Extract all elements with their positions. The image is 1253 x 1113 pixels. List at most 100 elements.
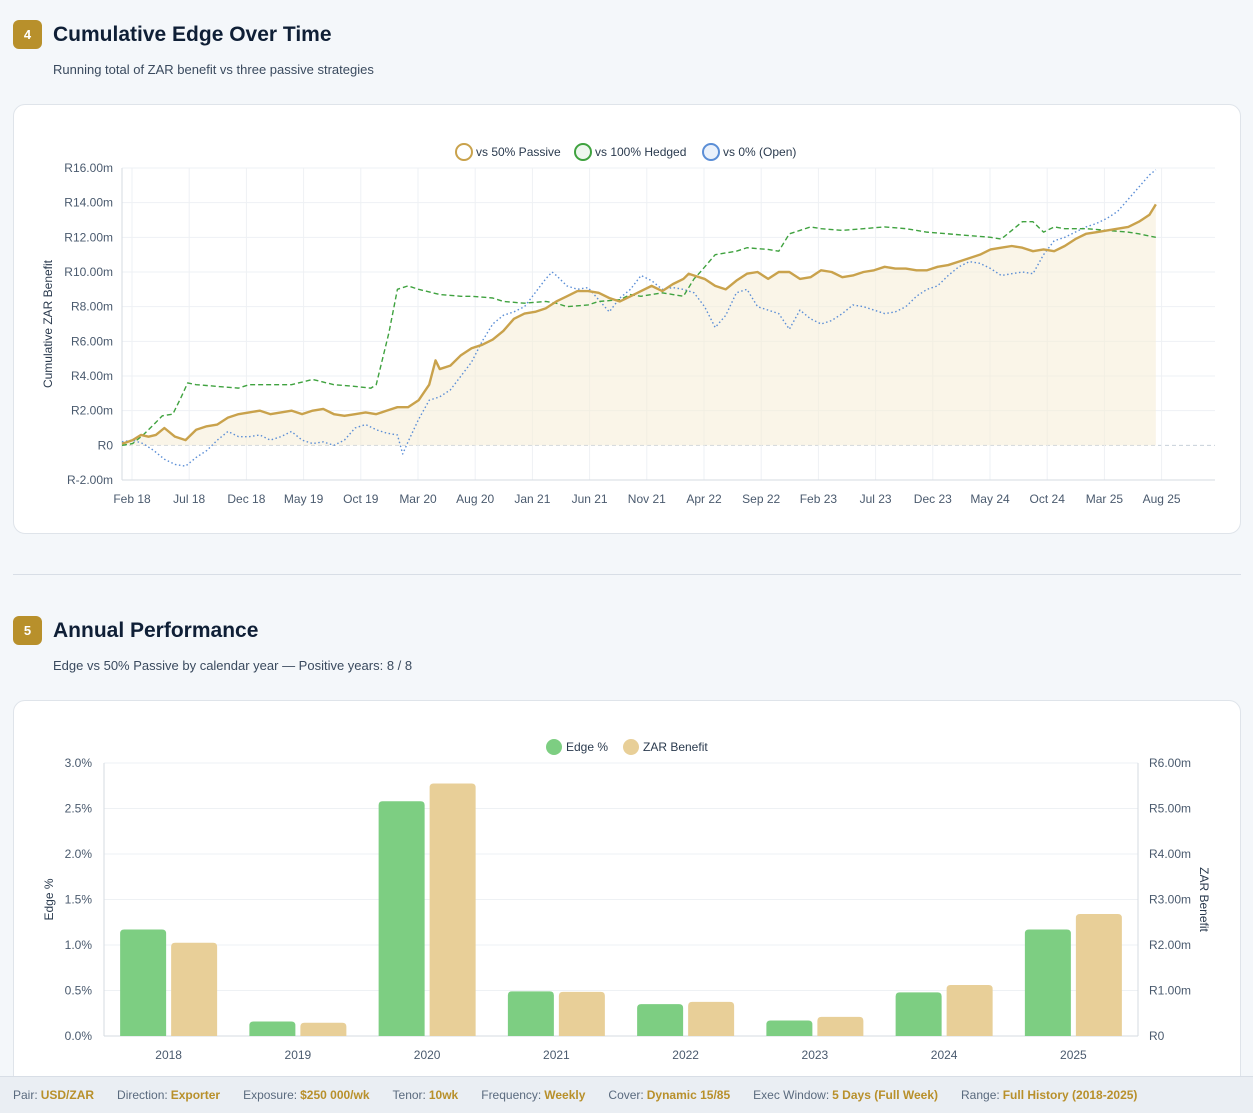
section-number-badge: 4 [13, 20, 42, 49]
x-tick-label: Apr 22 [686, 492, 722, 506]
legend-label: vs 100% Hedged [595, 145, 686, 159]
y2-tick-label: R0 [1149, 1029, 1165, 1043]
x-tick-label: Oct 24 [1030, 492, 1066, 506]
y-tick-label: 2.5% [65, 802, 93, 816]
y-tick-label: 3.0% [65, 756, 93, 770]
legend-swatch [574, 143, 592, 161]
x-tick-label: 2024 [931, 1048, 958, 1062]
x-tick-label: Dec 18 [227, 492, 265, 506]
y-tick-label: R8.00m [71, 300, 113, 314]
y2-tick-label: R1.00m [1149, 984, 1191, 998]
x-tick-label: Sep 22 [742, 492, 780, 506]
section-number-badge: 5 [13, 616, 42, 645]
y-tick-label: 1.0% [65, 938, 93, 952]
bar-edge-pct [1024, 929, 1071, 1036]
x-tick-label: 2019 [285, 1048, 312, 1062]
bar-edge-pct [249, 1021, 296, 1036]
y-axis-title: Edge % [42, 878, 56, 920]
x-tick-label: 2018 [155, 1048, 182, 1062]
y-tick-label: R-2.00m [67, 473, 113, 487]
y-tick-label: R16.00m [64, 161, 113, 175]
bar-zar-benefit [171, 942, 218, 1036]
series-line-vs-50-passive [121, 203, 1157, 445]
x-tick-label: May 19 [284, 492, 324, 506]
section-subtitle: Running total of ZAR benefit vs three pa… [53, 62, 374, 77]
x-tick-label: Mar 25 [1086, 492, 1124, 506]
section-divider [13, 574, 1241, 575]
y-tick-label: 1.5% [65, 893, 93, 907]
legend-item: vs 100% Hedged [574, 143, 686, 161]
y2-tick-label: R2.00m [1149, 938, 1191, 952]
y2-tick-label: R3.00m [1149, 893, 1191, 907]
bar-edge-pct [895, 992, 942, 1036]
y-axis-title: Cumulative ZAR Benefit [41, 259, 55, 388]
x-tick-label: Jul 18 [173, 492, 205, 506]
series-area-vs-50-passive [122, 204, 1156, 446]
bar-edge-pct [637, 1004, 684, 1036]
footer-item-exposure: Exposure: $250 000/wk [243, 1088, 370, 1102]
annual-performance-card: 0.0% 0.5% 1.0% 1.5% 2.0% 2.5% 3.0% R0 R1.00m R2.0… [13, 700, 1241, 1100]
legend-item: vs 0% (Open) [702, 143, 796, 161]
bar-zar-benefit [817, 1016, 864, 1036]
legend-item: vs 50% Passive [455, 143, 561, 161]
x-tick-label: May 24 [970, 492, 1010, 506]
bar-edge-pct [507, 991, 554, 1036]
y-tick-label: R6.00m [71, 334, 113, 348]
bar-edge-pct [378, 801, 425, 1036]
x-tick-label: 2021 [543, 1048, 570, 1062]
footer-item-exec-window: Exec Window: 5 Days (Full Week) [753, 1088, 938, 1102]
footer-item-range: Range: Full History (2018-2025) [961, 1088, 1138, 1102]
bar-zar-benefit [1075, 914, 1122, 1036]
config-footer: Pair: USD/ZAR Direction: Exporter Exposure… [0, 1076, 1253, 1113]
legend-label: Edge % [566, 740, 608, 754]
x-tick-label: Nov 21 [628, 492, 666, 506]
x-tick-label: Mar 20 [399, 492, 437, 506]
y-tick-label: R4.00m [71, 369, 113, 383]
y-tick-label: R0 [98, 438, 114, 452]
legend-label: vs 0% (Open) [723, 145, 796, 159]
legend-swatch [623, 739, 639, 755]
x-tick-label: 2023 [802, 1048, 829, 1062]
cumulative-edge-chart: R-2.00m R0 R2.00m R4.00m R6.00m R8.00m R10.00m… [41, 143, 1215, 506]
series-line-vs-100-hedged [121, 221, 1156, 447]
y-tick-label: R14.00m [64, 196, 113, 210]
cumulative-edge-card: R-2.00m R0 R2.00m R4.00m R6.00m R8.00m R10.00m… [13, 104, 1241, 534]
bar-edge-pct [120, 929, 167, 1036]
series-line-vs-0-open- [121, 169, 1157, 467]
section-subtitle: Edge vs 50% Passive by calendar year — P… [53, 658, 413, 673]
y2-axis-title: ZAR Benefit [1197, 867, 1211, 932]
section-title: Cumulative Edge Over Time [53, 22, 332, 46]
x-tick-label: Feb 23 [800, 492, 838, 506]
y-tick-label: R2.00m [71, 404, 113, 418]
y-tick-label: 2.0% [65, 847, 93, 861]
legend-swatch [455, 143, 473, 161]
y-tick-label: 0.5% [65, 984, 93, 998]
bar-zar-benefit [300, 1022, 347, 1036]
y-tick-label: 0.0% [65, 1029, 93, 1043]
footer-item-direction: Direction: Exporter [117, 1088, 221, 1102]
x-tick-label: Aug 20 [456, 492, 494, 506]
y2-tick-label: R5.00m [1149, 802, 1191, 816]
x-tick-label: Aug 25 [1143, 492, 1181, 506]
legend-item: Edge % [546, 739, 608, 755]
legend-item: ZAR Benefit [623, 739, 708, 755]
x-tick-label: Jul 23 [860, 492, 892, 506]
x-tick-label: 2022 [672, 1048, 699, 1062]
y2-tick-label: R4.00m [1149, 847, 1191, 861]
legend-swatch [702, 143, 720, 161]
x-tick-label: Oct 19 [343, 492, 379, 506]
footer-item-tenor: Tenor: 10wk [392, 1088, 459, 1102]
bar-zar-benefit [429, 783, 476, 1036]
legend-label: ZAR Benefit [643, 740, 708, 754]
x-tick-label: 2020 [414, 1048, 441, 1062]
bar-zar-benefit [688, 1001, 735, 1036]
x-tick-label: 2025 [1060, 1048, 1087, 1062]
y-tick-label: R10.00m [64, 265, 113, 279]
footer-item-cover: Cover: Dynamic 15/85 [608, 1088, 731, 1102]
footer-item-frequency: Frequency: Weekly [481, 1088, 586, 1102]
x-tick-label: Feb 18 [113, 492, 151, 506]
x-tick-label: Jan 21 [514, 492, 550, 506]
x-tick-label: Dec 23 [914, 492, 952, 506]
bar-zar-benefit [946, 985, 993, 1036]
section-title: Annual Performance [53, 618, 259, 642]
